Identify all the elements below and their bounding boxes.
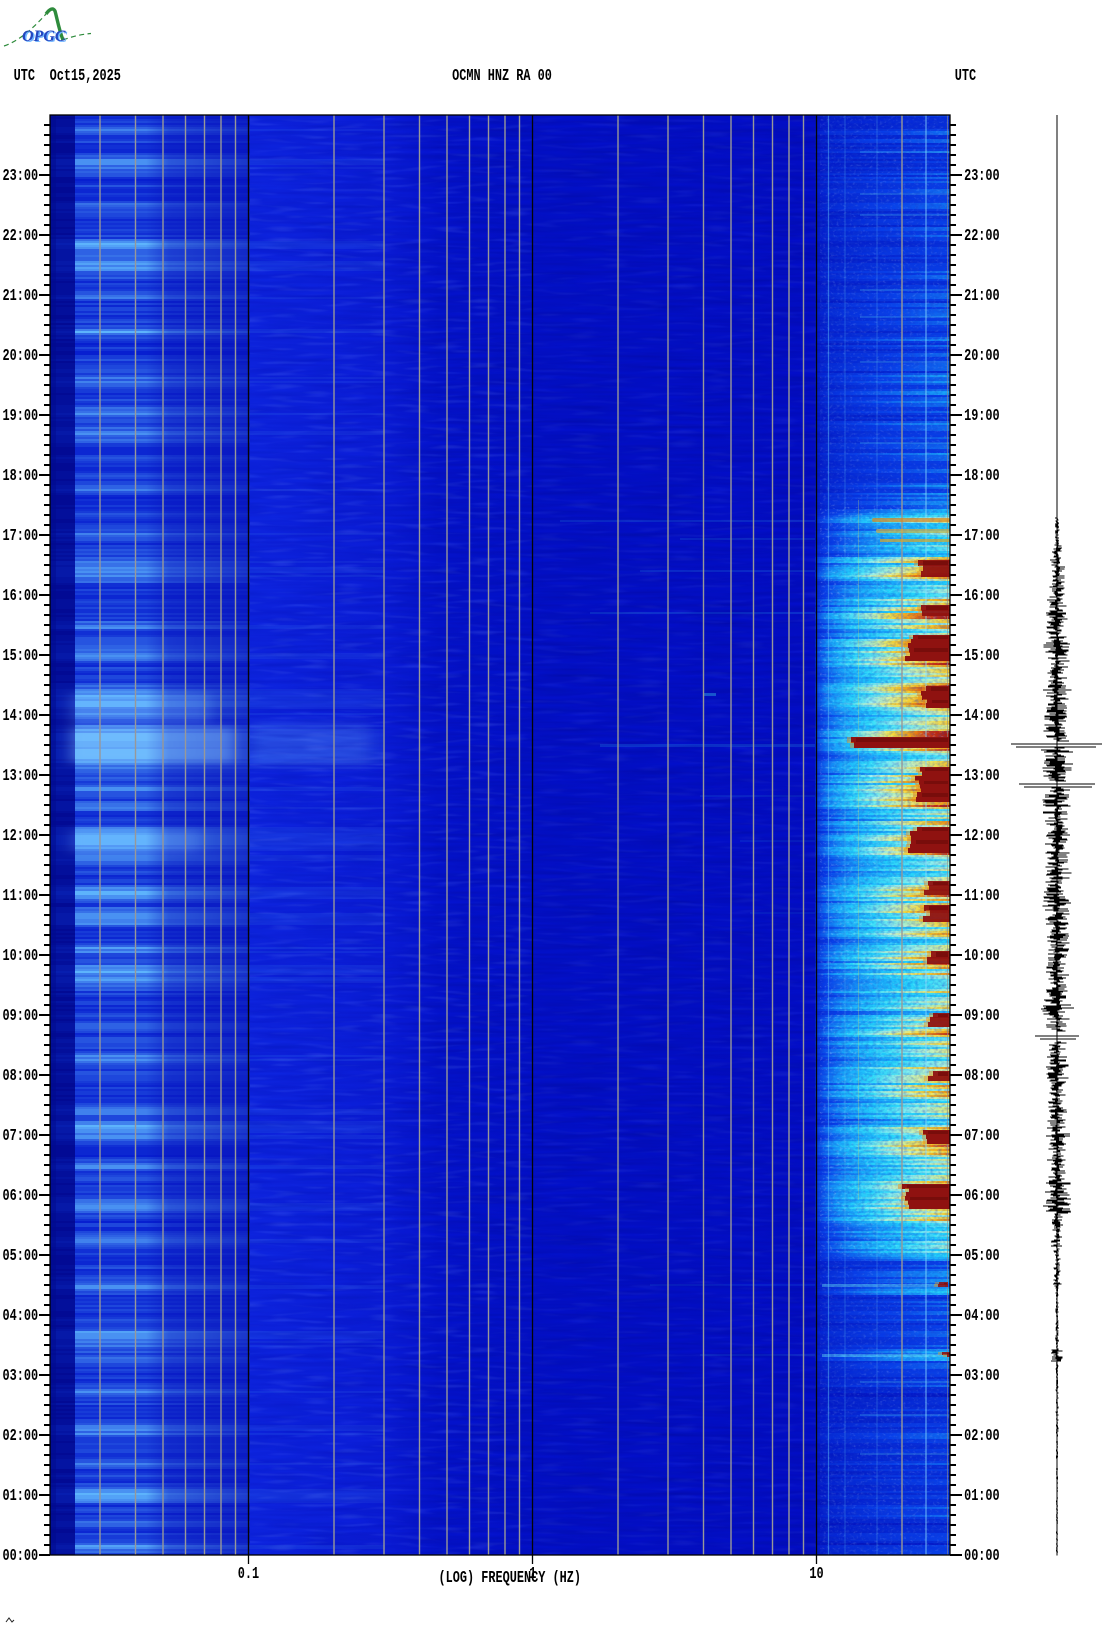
svg-text:03:00: 03:00 bbox=[3, 1367, 39, 1385]
svg-text:08:00: 08:00 bbox=[964, 1067, 1000, 1085]
svg-text:19:00: 19:00 bbox=[964, 407, 1000, 425]
svg-text:15:00: 15:00 bbox=[964, 647, 1000, 665]
svg-text:13:00: 13:00 bbox=[964, 767, 1000, 785]
svg-text:OPGC: OPGC bbox=[24, 29, 68, 46]
svg-text:20:00: 20:00 bbox=[964, 347, 1000, 365]
svg-text:01:00: 01:00 bbox=[964, 1487, 1000, 1505]
svg-text:14:00: 14:00 bbox=[3, 707, 39, 725]
svg-text:OCMN HNZ RA 00: OCMN HNZ RA 00 bbox=[452, 67, 552, 85]
svg-text:Oct15,2025: Oct15,2025 bbox=[50, 67, 121, 85]
svg-text:07:00: 07:00 bbox=[3, 1127, 39, 1145]
svg-text:18:00: 18:00 bbox=[964, 467, 1000, 485]
svg-text:02:00: 02:00 bbox=[3, 1427, 39, 1445]
svg-text:16:00: 16:00 bbox=[3, 587, 39, 605]
svg-text:09:00: 09:00 bbox=[964, 1007, 1000, 1025]
svg-text:21:00: 21:00 bbox=[964, 287, 1000, 305]
svg-text:05:00: 05:00 bbox=[964, 1247, 1000, 1265]
svg-text:16:00: 16:00 bbox=[964, 587, 1000, 605]
svg-text:11:00: 11:00 bbox=[964, 887, 1000, 905]
svg-text:08:00: 08:00 bbox=[3, 1067, 39, 1085]
svg-text:OPGC: OPGC bbox=[22, 28, 66, 45]
svg-text:10:00: 10:00 bbox=[964, 947, 1000, 965]
svg-text:09:00: 09:00 bbox=[3, 1007, 39, 1025]
svg-text:06:00: 06:00 bbox=[964, 1187, 1000, 1205]
svg-text:22:00: 22:00 bbox=[3, 227, 39, 245]
svg-text:04:00: 04:00 bbox=[964, 1307, 1000, 1325]
svg-text:15:00: 15:00 bbox=[3, 647, 39, 665]
svg-text:12:00: 12:00 bbox=[964, 827, 1000, 845]
svg-text:19:00: 19:00 bbox=[3, 407, 39, 425]
svg-text:18:00: 18:00 bbox=[3, 467, 39, 485]
svg-text:23:00: 23:00 bbox=[3, 167, 39, 185]
svg-text:00:00: 00:00 bbox=[964, 1547, 1000, 1565]
svg-text:20:00: 20:00 bbox=[3, 347, 39, 365]
svg-text:06:00: 06:00 bbox=[3, 1187, 39, 1205]
svg-text:13:00: 13:00 bbox=[3, 767, 39, 785]
svg-text:UTC: UTC bbox=[955, 67, 977, 85]
svg-text:03:00: 03:00 bbox=[964, 1367, 1000, 1385]
svg-text:UTC: UTC bbox=[14, 67, 36, 85]
svg-text:14:00: 14:00 bbox=[964, 707, 1000, 725]
svg-text:07:00: 07:00 bbox=[964, 1127, 1000, 1145]
svg-text:04:00: 04:00 bbox=[3, 1307, 39, 1325]
svg-text:(LOG) FREQUENCY (HZ): (LOG) FREQUENCY (HZ) bbox=[439, 1569, 581, 1587]
svg-text:17:00: 17:00 bbox=[3, 527, 39, 545]
svg-text:10:00: 10:00 bbox=[3, 947, 39, 965]
svg-text:21:00: 21:00 bbox=[3, 287, 39, 305]
svg-text:10: 10 bbox=[809, 1565, 823, 1583]
svg-text:22:00: 22:00 bbox=[964, 227, 1000, 245]
svg-text:11:00: 11:00 bbox=[3, 887, 39, 905]
svg-text:05:00: 05:00 bbox=[3, 1247, 39, 1265]
svg-text:17:00: 17:00 bbox=[964, 527, 1000, 545]
svg-text:1: 1 bbox=[529, 1565, 536, 1583]
svg-text:0.1: 0.1 bbox=[238, 1565, 259, 1583]
svg-text:00:00: 00:00 bbox=[3, 1547, 39, 1565]
svg-text:01:00: 01:00 bbox=[3, 1487, 39, 1505]
svg-text:12:00: 12:00 bbox=[3, 827, 39, 845]
svg-text:02:00: 02:00 bbox=[964, 1427, 1000, 1445]
svg-text:23:00: 23:00 bbox=[964, 167, 1000, 185]
